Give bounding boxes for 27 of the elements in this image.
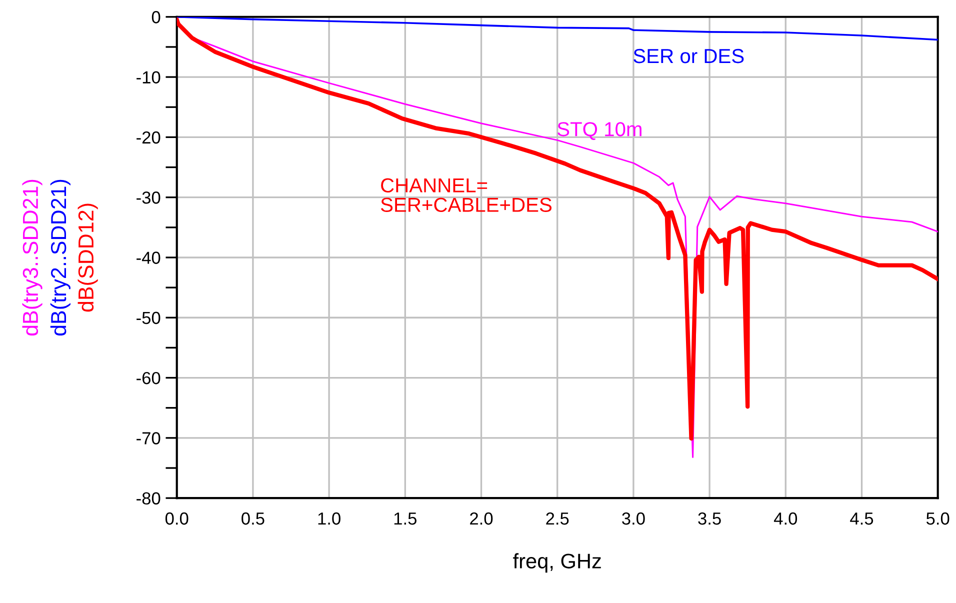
x-tick-label: 2.0 bbox=[470, 512, 493, 525]
x-tick-label: 4.0 bbox=[774, 512, 798, 525]
x-tick-label: 0.0 bbox=[165, 512, 188, 525]
x-tick-label: 0.5 bbox=[242, 512, 264, 525]
x-tick-label: 3.0 bbox=[622, 512, 645, 525]
y-tick-label: -30 bbox=[136, 192, 160, 204]
text: dB(try2..SDD21) bbox=[50, 180, 70, 336]
y-tick-label: -10 bbox=[136, 71, 160, 84]
x-tick-label: 4.5 bbox=[850, 512, 874, 525]
x-tick-label: 5.0 bbox=[926, 512, 950, 525]
text: dB(SDD12) bbox=[78, 204, 98, 312]
y-tick-label: -70 bbox=[136, 432, 160, 444]
x-tick-label: 1.5 bbox=[394, 512, 416, 525]
y-tick-label: -60 bbox=[136, 372, 160, 384]
annotation: STQ 10m bbox=[558, 122, 642, 140]
x-tick-label: 1.0 bbox=[318, 512, 340, 525]
y-tick-label: -20 bbox=[136, 131, 160, 144]
y-tick-label: -50 bbox=[136, 312, 160, 324]
x-axis-title: freq, GHz bbox=[513, 553, 601, 573]
y-tick-label: -40 bbox=[136, 252, 160, 264]
y-tick-label: 0 bbox=[152, 11, 160, 24]
annotation: CHANNEL= SER+CABLE+DES bbox=[380, 178, 552, 212]
annotation: SER or DES bbox=[634, 48, 744, 64]
y-tick-label: -80 bbox=[136, 492, 160, 505]
text: dB(try3..SDD21) bbox=[22, 180, 42, 336]
x-tick-label: 3.5 bbox=[698, 512, 721, 525]
x-tick-label: 2.5 bbox=[546, 512, 569, 525]
